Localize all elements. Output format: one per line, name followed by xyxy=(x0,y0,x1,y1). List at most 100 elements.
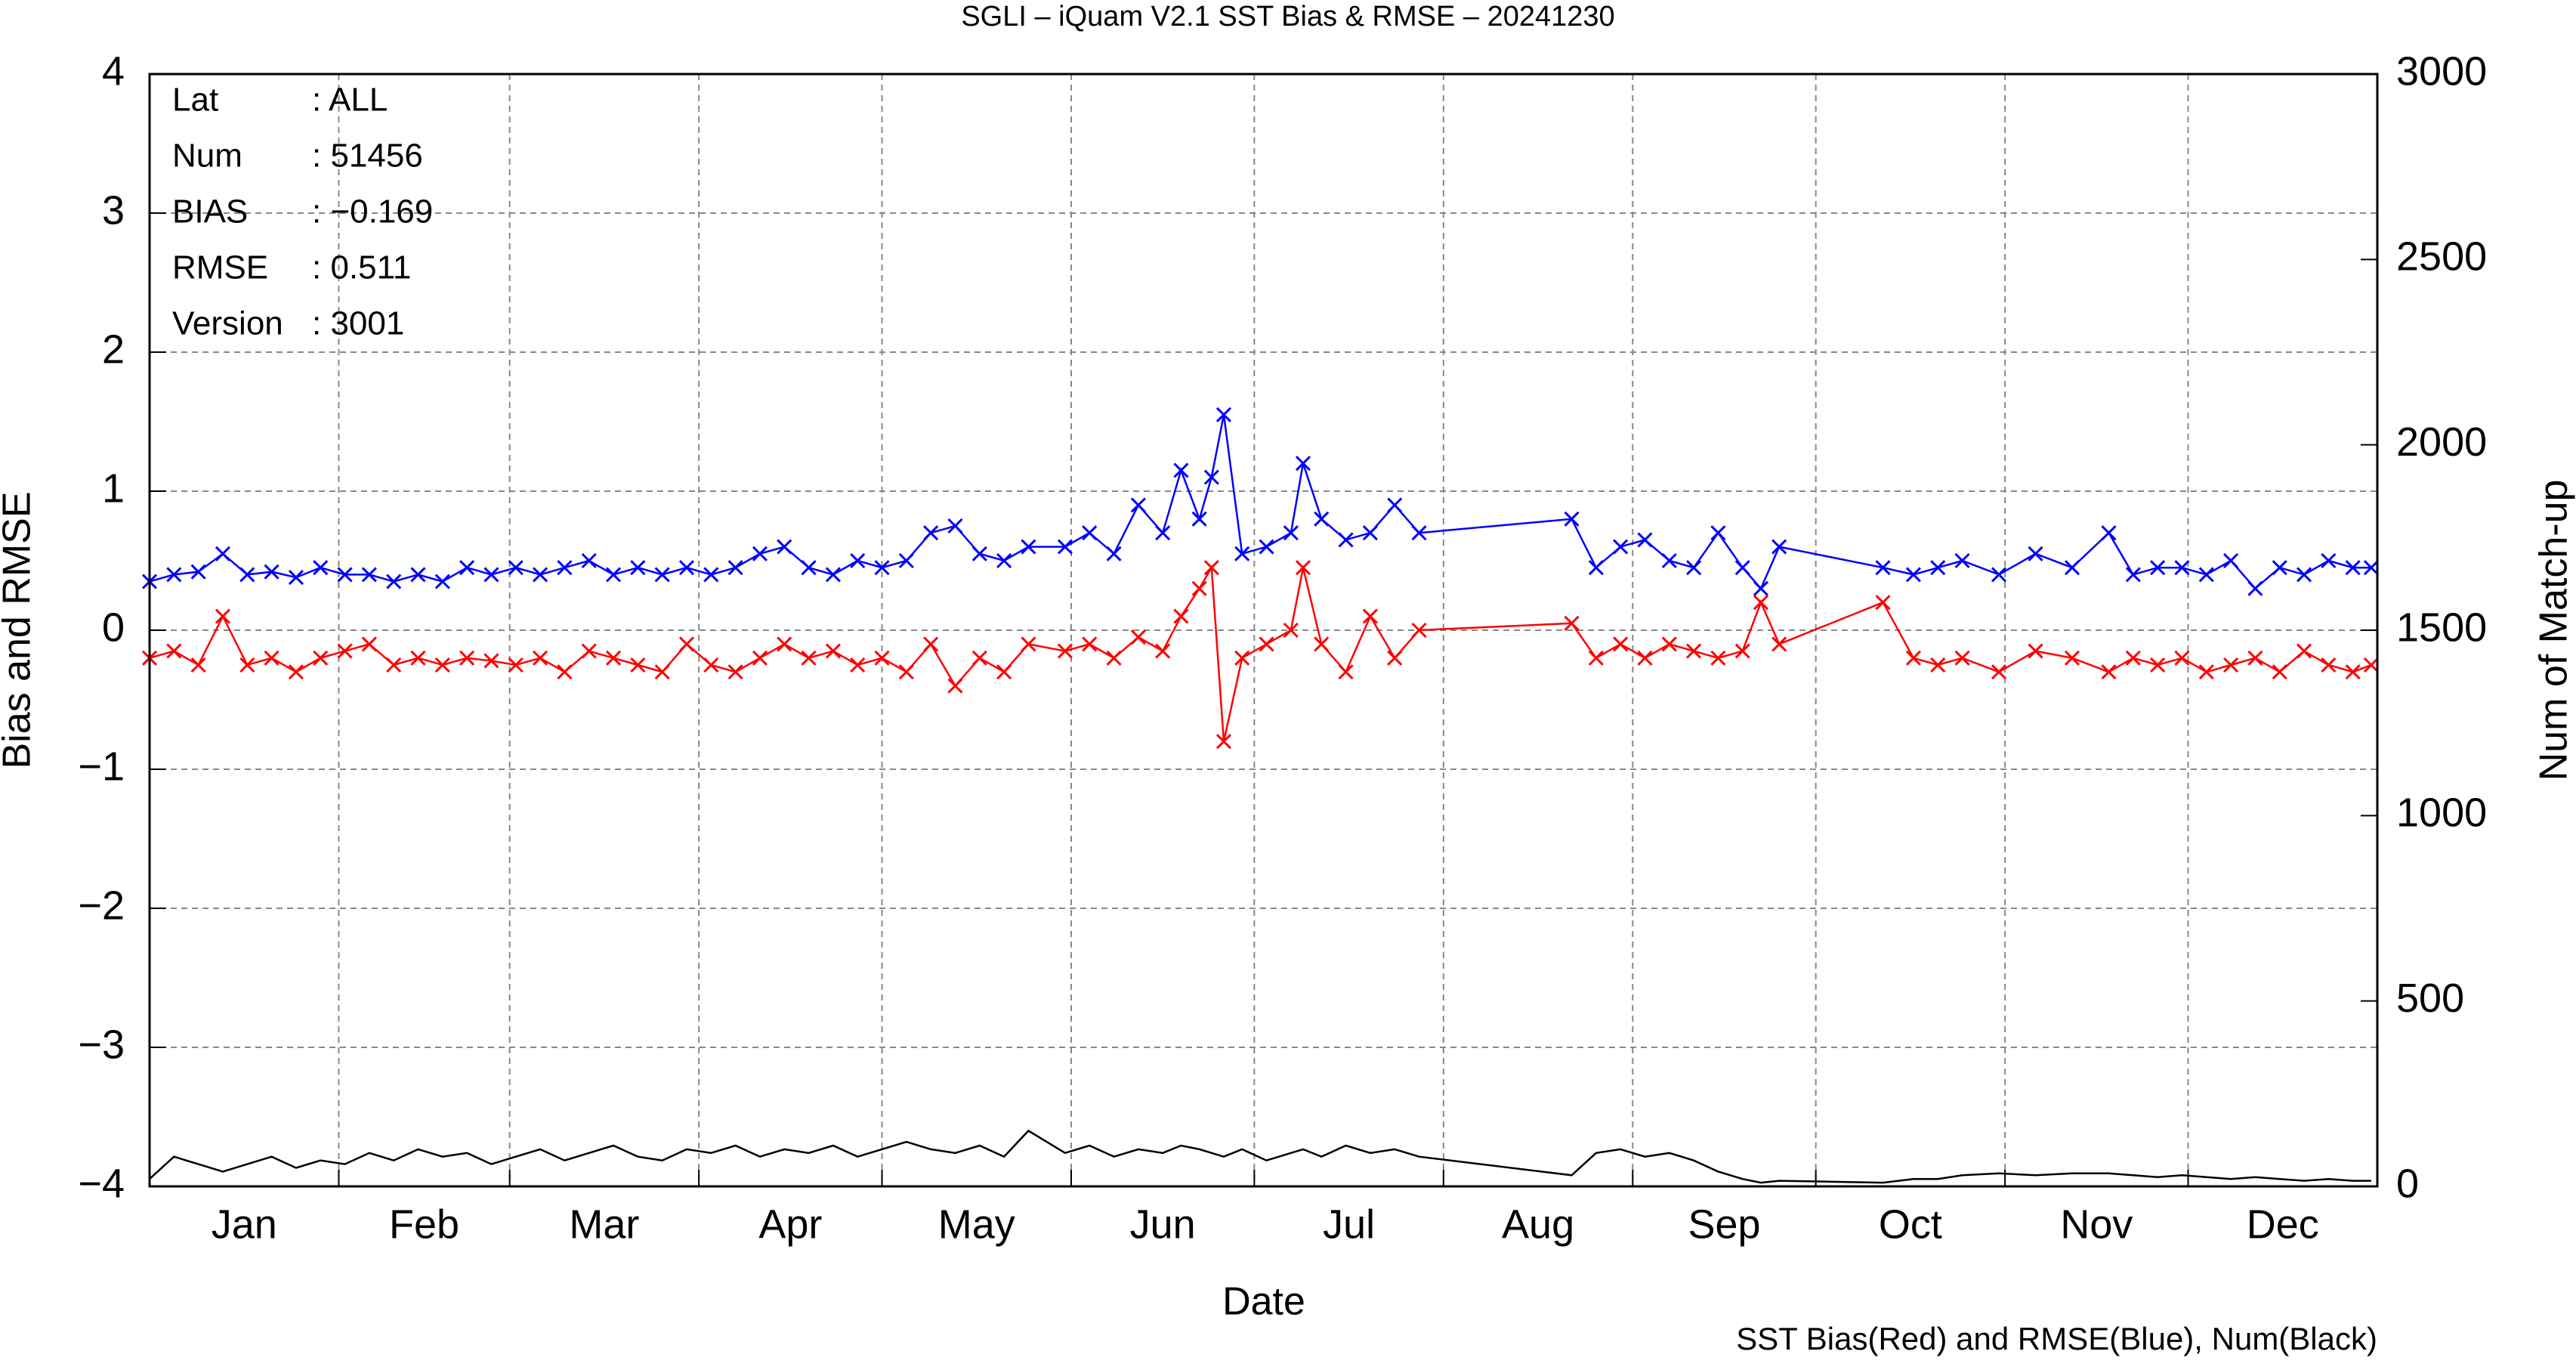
footnote: SST Bias(Red) and RMSE(Blue), Num(Black) xyxy=(1736,1321,2377,1356)
series-marker xyxy=(483,653,499,669)
x-tick-label: Sep xyxy=(1688,1201,1760,1247)
series-marker xyxy=(2272,560,2287,576)
series-marker xyxy=(2028,643,2043,659)
series-marker xyxy=(1106,650,1122,666)
series-marker xyxy=(654,567,670,583)
series-marker xyxy=(361,567,377,583)
series-marker xyxy=(1411,622,1427,639)
series-marker xyxy=(2064,560,2080,576)
series-marker xyxy=(2247,580,2263,596)
series-marker xyxy=(1753,580,1769,596)
series-marker xyxy=(1637,532,1653,548)
series-marker xyxy=(166,567,182,583)
series-marker xyxy=(1130,497,1146,513)
series-marker xyxy=(850,552,866,569)
series-marker xyxy=(288,570,304,586)
series-marker xyxy=(1613,636,1629,652)
series-marker xyxy=(1771,636,1787,652)
y-tick-label: 4 xyxy=(102,48,125,94)
x-tick-label: May xyxy=(938,1201,1015,1247)
y-tick-label: −3 xyxy=(78,1022,125,1067)
series-marker xyxy=(1021,636,1036,652)
series-marker xyxy=(1564,615,1580,631)
series-marker xyxy=(703,657,719,673)
series-marker xyxy=(1710,650,1726,666)
series-marker xyxy=(923,525,939,541)
series-marker xyxy=(1661,636,1677,652)
series-marker xyxy=(1314,511,1330,527)
series-marker xyxy=(1930,560,1946,576)
series-marker xyxy=(2363,657,2379,673)
series-marker xyxy=(1338,664,1354,680)
series-marker xyxy=(605,650,622,666)
info-value: : 0.511 xyxy=(312,249,411,286)
series-marker xyxy=(752,546,768,561)
series-marker xyxy=(313,560,329,576)
series-marker xyxy=(1661,552,1677,569)
series-marker xyxy=(1173,608,1189,624)
y2-tick-label: 2500 xyxy=(2396,234,2487,280)
series-marker xyxy=(874,560,890,576)
series-marker xyxy=(1564,511,1580,527)
series-marker xyxy=(459,650,475,666)
series-marker xyxy=(1637,650,1653,666)
series-marker xyxy=(2321,657,2337,673)
series-marker xyxy=(1362,525,1378,541)
series-marker xyxy=(1411,525,1427,541)
series-marker xyxy=(2064,650,2080,666)
y2-axis-label: Num of Match-up xyxy=(2532,480,2576,781)
series-marker xyxy=(2198,567,2214,583)
x-tick-label: Jul xyxy=(1323,1201,1375,1247)
series-marker xyxy=(1954,650,1970,666)
series-marker xyxy=(1686,643,1702,659)
y-tick-label: −2 xyxy=(78,883,125,928)
series-marker xyxy=(1905,650,1922,666)
series-marker xyxy=(1203,469,1219,485)
series-marker xyxy=(1954,552,1970,569)
series-marker xyxy=(923,636,939,652)
series-marker xyxy=(777,539,792,555)
plot-frame xyxy=(148,73,2379,1188)
series-marker xyxy=(533,650,548,666)
series-marker xyxy=(557,664,573,680)
series-marker xyxy=(654,664,670,680)
x-tick-label: Jun xyxy=(1130,1201,1196,1247)
series-marker xyxy=(874,650,890,666)
series-marker xyxy=(1234,650,1250,666)
series-marker xyxy=(1991,664,2007,680)
y-tick-label: 1 xyxy=(102,465,125,511)
y2-tick-label: 0 xyxy=(2396,1161,2419,1206)
series-marker xyxy=(1905,567,1922,583)
info-label: BIAS xyxy=(172,193,248,230)
series-marker xyxy=(337,643,353,659)
series-marker xyxy=(2363,560,2379,576)
series-marker xyxy=(2150,657,2166,673)
series-marker xyxy=(605,567,622,583)
series-marker xyxy=(434,574,450,589)
series-marker xyxy=(386,574,402,589)
series-marker xyxy=(1283,525,1299,541)
series-marker xyxy=(971,546,987,561)
series-marker xyxy=(996,664,1012,680)
x-tick-label: Apr xyxy=(758,1201,822,1247)
series-marker xyxy=(678,636,695,652)
series-marker xyxy=(1295,560,1311,576)
y-axis-label: Bias and RMSE xyxy=(0,491,39,768)
series-marker xyxy=(1082,636,1098,652)
series-marker xyxy=(1082,525,1098,541)
x-tick-label: Aug xyxy=(1502,1201,1574,1247)
series-marker xyxy=(1173,462,1189,478)
info-label: Lat xyxy=(172,82,218,119)
series-marker xyxy=(2321,552,2337,569)
series-marker xyxy=(1771,539,1787,555)
series-marker xyxy=(2101,525,2117,541)
series-marker xyxy=(1338,532,1354,548)
series-marker xyxy=(2296,567,2312,583)
series-marker xyxy=(801,560,817,576)
info-value: : 3001 xyxy=(312,305,404,342)
x-tick-label: Oct xyxy=(1879,1201,1942,1247)
series-marker xyxy=(2345,664,2361,680)
series-marker xyxy=(630,560,646,576)
series-marker xyxy=(777,636,792,652)
